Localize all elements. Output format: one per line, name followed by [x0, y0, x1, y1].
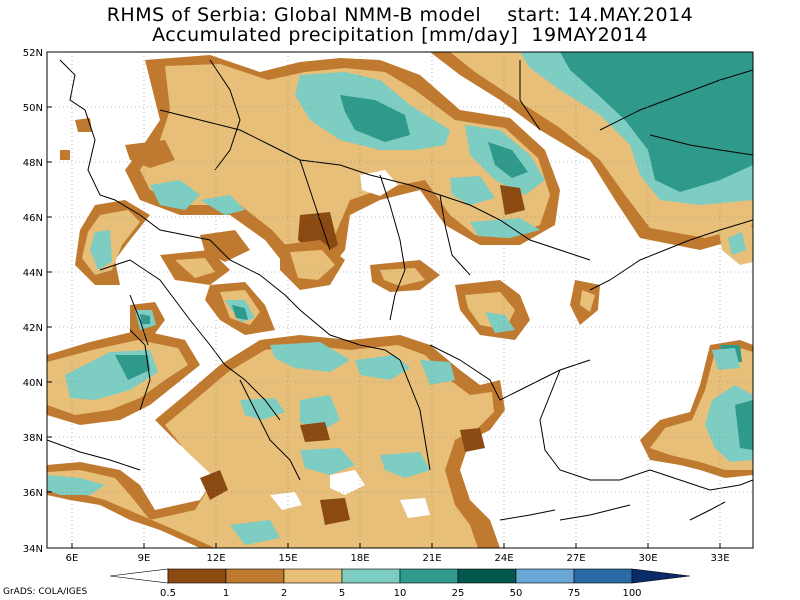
map-gridlines [47, 51, 753, 548]
lon-label: 21E [422, 553, 441, 564]
legend-swatch [399, 568, 459, 584]
lon-label: 12E [206, 553, 225, 564]
lat-label: 46N [23, 213, 43, 224]
legend-label: 75 [568, 588, 581, 599]
lat-label: 48N [23, 158, 43, 169]
lon-label: 33E [710, 553, 729, 564]
legend-label: 5 [339, 588, 345, 599]
lat-label: 40N [23, 378, 43, 389]
lon-label: 30E [638, 553, 657, 564]
software-credit: GrADS: COLA/IGES [3, 587, 88, 597]
lon-label: 15E [278, 553, 297, 564]
legend-label: 0.5 [160, 588, 176, 599]
longitude-labels: 6E 9E 12E 15E 18E 21E 24E 27E 30E 33E [66, 553, 730, 564]
legend-arrow-high [631, 568, 691, 584]
map-title-line2: Accumulated precipitation [mm/day] 19MAY… [152, 24, 648, 46]
lat-label: 44N [23, 268, 43, 279]
coastlines-borders [47, 59, 753, 521]
axis-ticks [47, 51, 721, 549]
legend-swatch [573, 568, 633, 584]
legend-label: 25 [452, 588, 465, 599]
legend-arrow-low [109, 568, 169, 584]
legend-label: 50 [510, 588, 523, 599]
lat-label: 42N [23, 323, 43, 334]
legend-swatch [457, 568, 517, 584]
precipitation-field [47, 52, 753, 548]
latitude-labels: 52N 50N 48N 46N 44N 42N 40N 38N 36N 34N [23, 48, 43, 555]
lat-label: 52N [23, 48, 43, 59]
lon-label: 24E [494, 553, 513, 564]
legend-swatch [283, 568, 343, 584]
map-title-line1: RHMS of Serbia: Global NMM-B model start… [106, 4, 694, 26]
legend-label: 10 [394, 588, 407, 599]
lon-label: 6E [66, 553, 79, 564]
legend-label: 1 [223, 588, 229, 599]
lat-label: 38N [23, 433, 43, 444]
lat-label: 36N [23, 488, 43, 499]
lon-label: 18E [350, 553, 369, 564]
color-legend: 0.5 1 2 5 10 25 50 75 100 [109, 568, 691, 599]
legend-label: 100 [622, 588, 641, 599]
legend-swatch [515, 568, 575, 584]
legend-swatch [225, 568, 285, 584]
legend-swatch [167, 568, 227, 584]
lat-label: 34N [23, 544, 43, 555]
lon-label: 9E [138, 553, 151, 564]
lat-label: 50N [23, 103, 43, 114]
legend-swatch [341, 568, 401, 584]
lon-label: 27E [566, 553, 585, 564]
map-frame [46, 51, 754, 549]
legend-label: 2 [281, 588, 287, 599]
